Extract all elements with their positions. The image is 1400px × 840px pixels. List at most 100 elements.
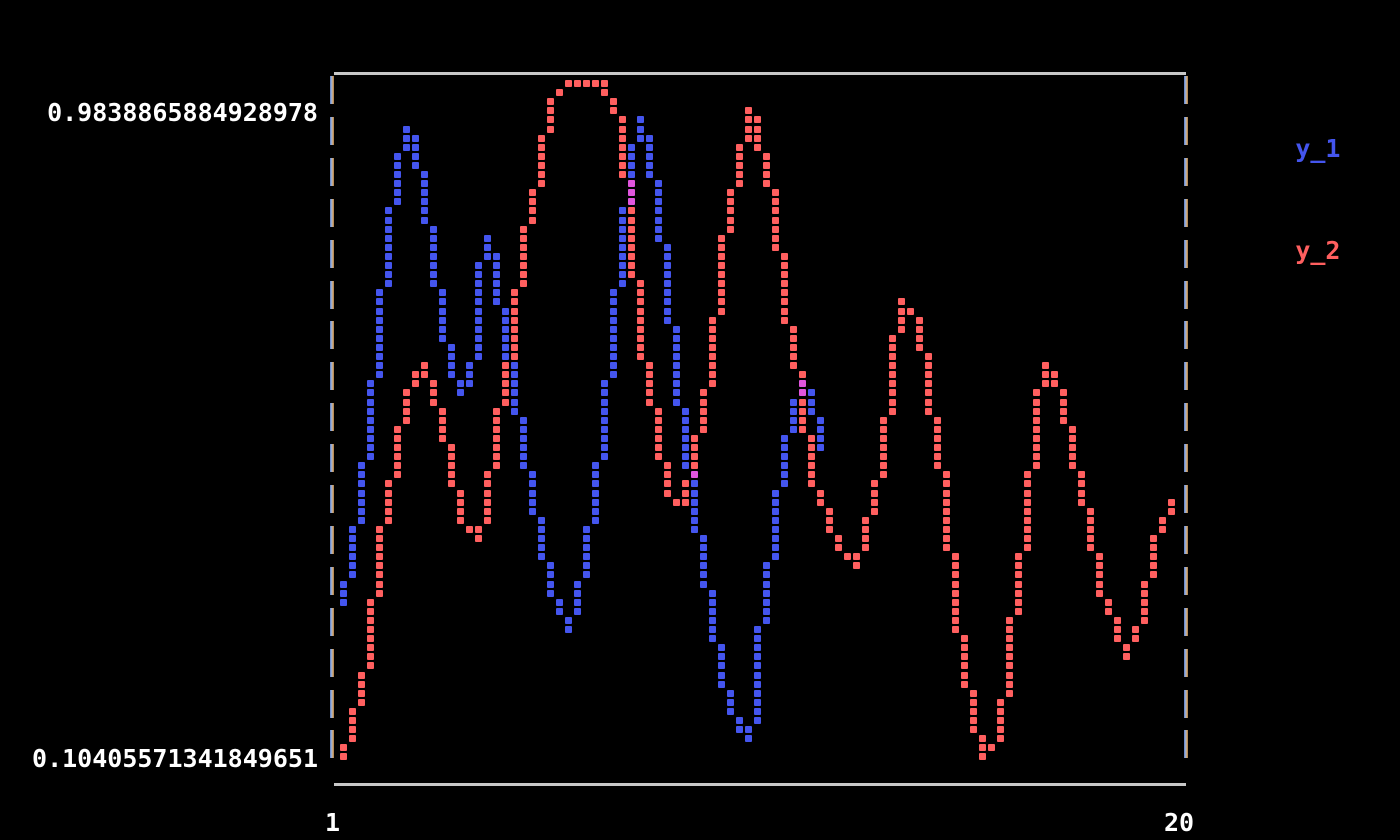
data-dot <box>349 544 356 552</box>
data-dot <box>682 444 689 451</box>
data-dot <box>358 471 365 479</box>
data-dot <box>1159 516 1166 524</box>
data-dot <box>1042 362 1049 370</box>
data-dot <box>754 626 761 633</box>
data-dot <box>421 216 428 224</box>
data-dot <box>1087 516 1094 524</box>
data-dot <box>412 134 419 142</box>
data-dot <box>970 717 977 724</box>
data-dot <box>403 125 410 133</box>
data-dot <box>511 353 518 360</box>
data-dot <box>610 362 617 370</box>
data-dot <box>781 434 788 442</box>
data-dot <box>763 616 770 624</box>
data-dot <box>709 616 716 624</box>
data-dot <box>367 598 374 606</box>
data-dot <box>781 480 788 488</box>
data-dot <box>790 416 797 424</box>
data-dot <box>520 453 527 461</box>
data-dot <box>898 307 905 315</box>
data-dot <box>646 161 653 169</box>
data-dot <box>754 662 761 670</box>
data-dot <box>817 489 824 497</box>
data-dot <box>871 498 878 506</box>
axis-dash <box>330 648 334 677</box>
data-dot <box>601 389 608 397</box>
data-dot <box>637 289 644 297</box>
data-dot <box>592 462 599 470</box>
data-dot <box>925 371 932 379</box>
data-dot <box>457 498 464 506</box>
data-dot <box>853 553 860 561</box>
data-dot <box>367 453 374 461</box>
data-dot <box>970 726 977 734</box>
data-dot <box>538 143 545 151</box>
data-dot <box>457 389 464 397</box>
data-dot <box>367 389 374 397</box>
data-dot <box>430 243 437 251</box>
data-dot <box>349 717 356 724</box>
data-dot <box>619 262 626 269</box>
data-dot <box>1150 562 1157 570</box>
data-dot <box>772 516 779 524</box>
axis-dash <box>330 321 334 350</box>
data-dot <box>520 444 527 451</box>
data-dot <box>673 343 680 351</box>
data-dot <box>610 353 617 360</box>
data-dot <box>772 553 779 561</box>
data-dot <box>718 653 725 661</box>
data-dot <box>790 353 797 360</box>
data-dot <box>376 316 383 324</box>
data-dot <box>691 525 698 533</box>
data-dot <box>403 407 410 415</box>
data-dot <box>1033 416 1040 424</box>
data-dot <box>754 116 761 124</box>
data-dot <box>700 407 707 415</box>
data-dot <box>511 298 518 306</box>
data-dot <box>376 325 383 333</box>
data-dot <box>475 325 482 333</box>
data-dot <box>493 425 500 433</box>
data-dot <box>781 298 788 306</box>
data-dot <box>700 416 707 424</box>
data-dot <box>997 726 1004 734</box>
data-dot <box>700 398 707 406</box>
data-dot <box>376 362 383 370</box>
data-dot <box>592 507 599 515</box>
data-dot <box>376 535 383 542</box>
data-dot <box>1033 462 1040 470</box>
data-dot <box>889 380 896 388</box>
data-dot <box>619 125 626 133</box>
data-dot <box>439 407 446 415</box>
data-dot <box>367 380 374 388</box>
data-dot <box>889 371 896 379</box>
data-dot <box>502 334 509 342</box>
data-dot <box>709 598 716 606</box>
data-dot <box>520 425 527 433</box>
data-dot <box>1024 507 1031 515</box>
data-dot <box>871 480 878 488</box>
data-dot <box>655 225 662 233</box>
data-dot <box>970 698 977 706</box>
data-dot <box>727 198 734 206</box>
data-dot <box>781 316 788 324</box>
data-dot <box>889 353 896 360</box>
data-dot <box>664 252 671 260</box>
data-dot <box>349 562 356 570</box>
data-dot <box>709 325 716 333</box>
data-dot <box>718 671 725 679</box>
data-dot <box>799 398 806 406</box>
data-dot <box>691 498 698 506</box>
data-dot <box>385 216 392 224</box>
data-dot <box>1087 535 1094 542</box>
data-dot <box>592 498 599 506</box>
data-dot <box>1006 626 1013 633</box>
data-dot <box>1033 389 1040 397</box>
data-dot <box>583 553 590 561</box>
data-dot <box>952 580 959 588</box>
data-dot <box>358 698 365 706</box>
data-dot <box>592 489 599 497</box>
data-dot <box>556 607 563 615</box>
data-dot <box>439 298 446 306</box>
data-dot <box>412 143 419 151</box>
